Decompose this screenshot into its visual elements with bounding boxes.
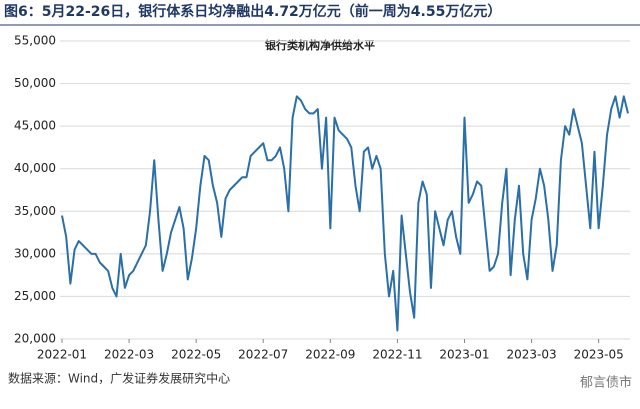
- x-tick-label: 2023-05: [574, 348, 624, 362]
- x-tick-label: 2022-01: [37, 348, 87, 362]
- x-tick-label: 2022-07: [238, 348, 288, 362]
- chart-title: 银行类机构净供给水平: [265, 38, 375, 52]
- figure-header: 图6：5月22-26日，银行体系日均净融出4.72万亿元（前一周为4.55万亿元…: [4, 3, 501, 20]
- x-tick-label: 2022-09: [305, 348, 355, 362]
- x-tick-label: 2022-05: [171, 348, 221, 362]
- watermark: 郁言债市: [580, 375, 632, 391]
- source-note: 数据来源：Wind，广发证券发展研究中心: [8, 371, 230, 386]
- y-tick-label: 20,000: [14, 332, 56, 346]
- y-tick-label: 30,000: [14, 246, 56, 260]
- x-tick-label: 2022-11: [372, 348, 422, 362]
- y-tick-label: 25,000: [14, 289, 56, 303]
- y-tick-label: 35,000: [14, 204, 56, 218]
- y-tick-label: 50,000: [14, 76, 56, 90]
- x-tick-label: 2023-01: [439, 348, 489, 362]
- data-line: [61, 95, 629, 332]
- x-tick-label: 2022-03: [104, 348, 154, 362]
- y-tick-label: 55,000: [14, 34, 56, 48]
- x-tick-label: 2023-03: [507, 348, 557, 362]
- y-tick-label: 40,000: [14, 161, 56, 175]
- y-tick-label: 45,000: [14, 119, 56, 133]
